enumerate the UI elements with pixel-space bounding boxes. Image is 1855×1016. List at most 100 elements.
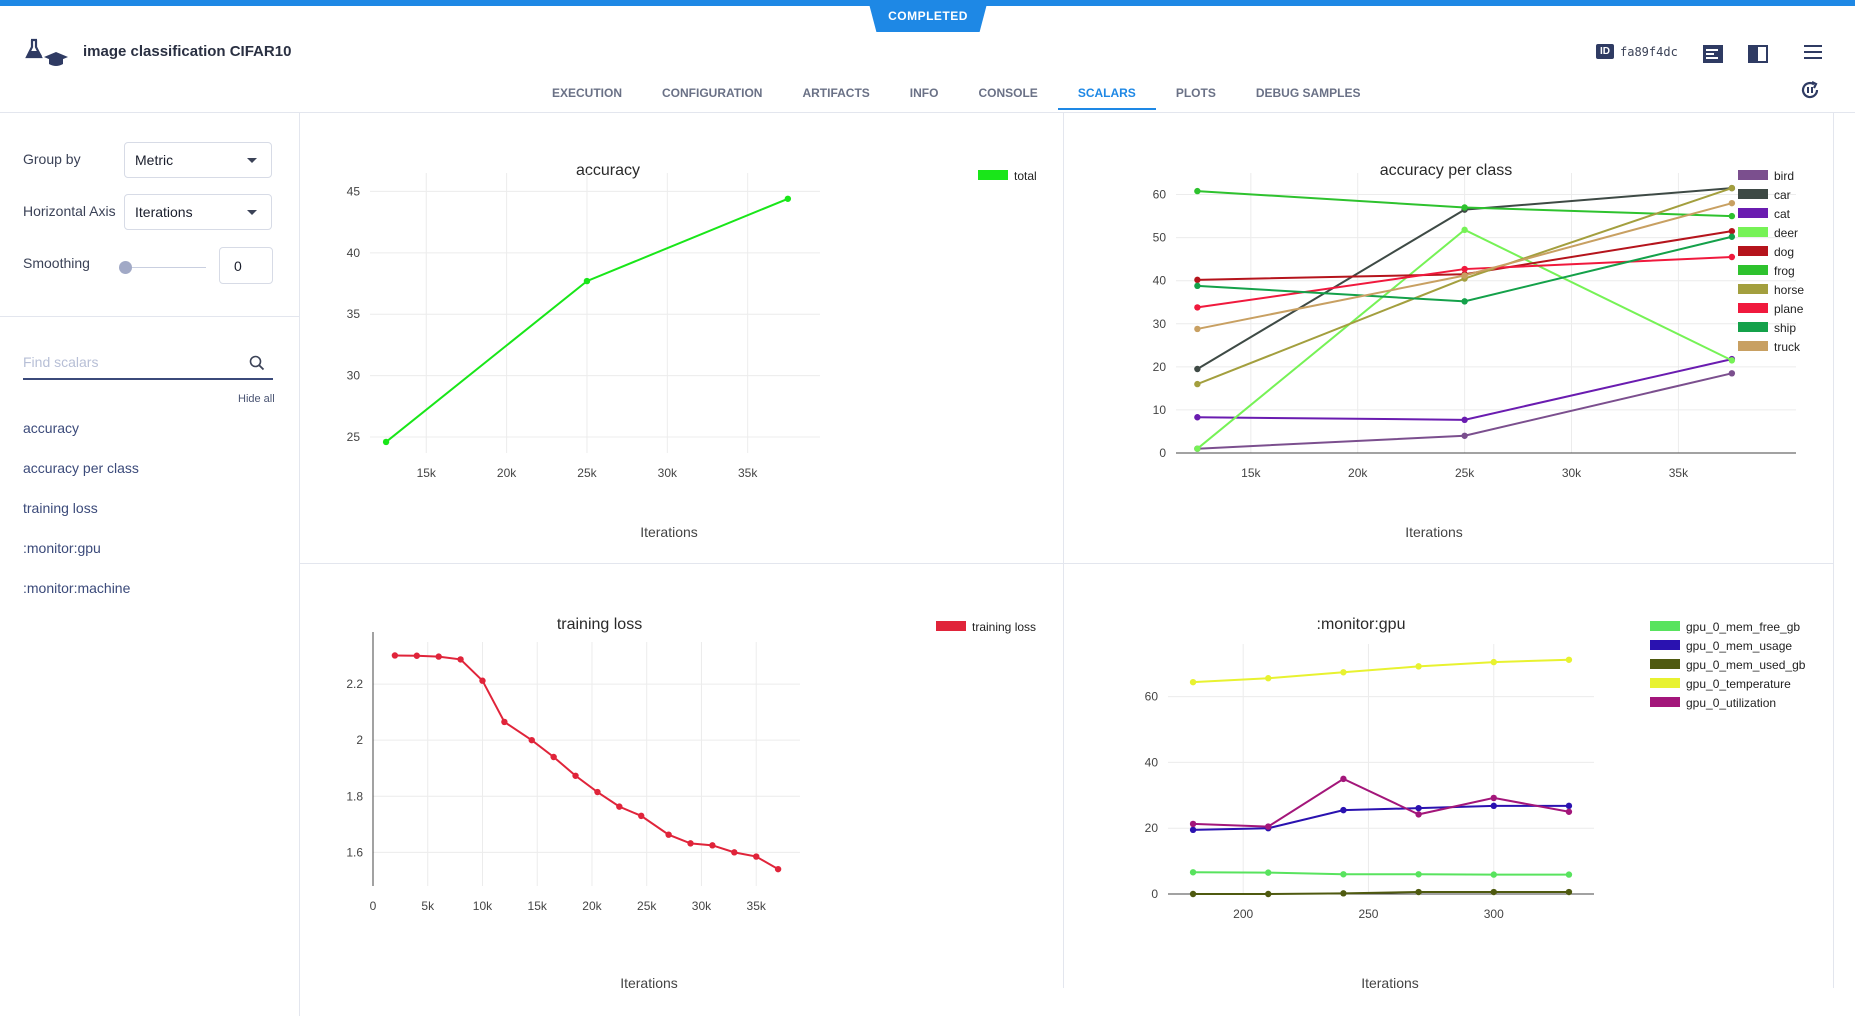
data-point <box>1728 253 1736 261</box>
data-point <box>1728 233 1736 240</box>
tab-debug-samples[interactable]: DEBUG SAMPLES <box>1255 86 1361 100</box>
legend-swatch <box>1738 227 1768 237</box>
scalar-item-monitor-machine[interactable]: :monitor:machine <box>23 580 131 596</box>
scalar-item-monitor-gpu[interactable]: :monitor:gpu <box>23 540 101 556</box>
x-axis-label: Iterations <box>620 975 678 988</box>
y-tick-label: 40 <box>347 246 361 260</box>
data-point <box>1461 204 1468 211</box>
tab-bar: EXECUTION CONFIGURATION ARTIFACTS INFO C… <box>532 72 1381 112</box>
y-tick-label: 0 <box>1159 446 1166 460</box>
horizontal-axis-label: Horizontal Axis <box>23 203 116 219</box>
layout-toggle-icon[interactable] <box>1746 42 1770 66</box>
series-line <box>1193 891 1569 895</box>
legend-swatch <box>1650 659 1680 669</box>
legend-swatch <box>936 621 966 631</box>
tab-configuration[interactable]: CONFIGURATION <box>662 86 763 100</box>
panel-divider-horizontal <box>300 563 1834 564</box>
tab-plots[interactable]: PLOTS <box>1175 86 1216 100</box>
x-axis-label: Iterations <box>1361 975 1419 988</box>
legend-swatch <box>1738 284 1768 294</box>
x-tick-label: 20k <box>497 466 517 480</box>
y-tick-label: 10 <box>1153 403 1167 417</box>
id-label: ID <box>1596 44 1614 59</box>
data-point <box>1194 325 1201 333</box>
legend-label: total <box>1014 169 1037 183</box>
accuracy-per-class-chart[interactable]: accuracy per class 15k 20k 25k 30k 35k 0 10 20 30… <box>1064 113 1833 563</box>
details-panel-icon[interactable] <box>1701 42 1725 66</box>
tab-info[interactable]: INFO <box>909 86 939 100</box>
data-point <box>1461 416 1468 424</box>
data-point <box>774 865 782 873</box>
x-tick-label: 15k <box>528 899 548 913</box>
scalar-item-accuracy[interactable]: accuracy <box>23 420 80 436</box>
y-tick-label: 60 <box>1145 690 1159 704</box>
smoothing-input[interactable]: 0 <box>219 247 273 284</box>
smoothing-slider-thumb[interactable] <box>119 261 132 274</box>
group-by-label: Group by <box>23 151 81 167</box>
scalar-item-training-loss[interactable]: training loss <box>23 500 98 516</box>
data-point <box>1728 227 1736 235</box>
data-point <box>1265 823 1272 830</box>
tab-execution[interactable]: EXECUTION <box>552 86 623 100</box>
series-line <box>1193 804 1569 831</box>
legend-swatch <box>1650 697 1680 707</box>
chart-title: :monitor:gpu <box>1317 616 1406 633</box>
horizontal-axis-value: Iterations <box>135 204 193 220</box>
scalar-search-input[interactable]: Find scalars <box>23 350 273 380</box>
legend-label: horse <box>1774 283 1804 297</box>
menu-icon[interactable] <box>1801 40 1825 64</box>
y-tick-label: 20 <box>1153 360 1167 374</box>
x-tick-label: 30k <box>1562 466 1582 480</box>
tab-artifacts[interactable]: ARTIFACTS <box>802 86 870 100</box>
data-point <box>731 849 738 856</box>
smoothing-slider-track[interactable] <box>124 267 206 268</box>
experiment-type-icon <box>25 38 68 66</box>
accuracy-chart[interactable]: accuracy 15k 20k 25k 30k 35k 25 30 35 40 45 Iterati… <box>300 113 1063 563</box>
x-tick-label: 250 <box>1358 907 1378 921</box>
auto-refresh-icon[interactable] <box>1799 79 1821 101</box>
data-point <box>1728 370 1736 377</box>
data-point <box>665 831 672 838</box>
legend-swatch <box>1738 341 1768 351</box>
tab-scalars[interactable]: SCALARS <box>1057 72 1156 110</box>
legend-swatch <box>1650 640 1680 650</box>
chart-title: accuracy <box>576 162 640 179</box>
training-loss-chart[interactable]: training loss 0 5k 10k 15k 20k 25k 30k 35k 1.6 1.8… <box>300 564 1063 988</box>
data-point <box>1461 226 1468 234</box>
data-point <box>1490 658 1497 666</box>
y-tick-label: 2.2 <box>346 677 363 691</box>
hide-all-link[interactable]: Hide all <box>238 393 275 405</box>
legend-swatch <box>1650 678 1680 688</box>
scalar-item-accuracy-per-class[interactable]: accuracy per class <box>23 460 139 476</box>
data-point <box>1194 414 1201 421</box>
data-point <box>1565 888 1573 896</box>
data-point <box>594 788 601 796</box>
y-tick-label: 0 <box>1151 887 1158 901</box>
chevron-down-icon <box>247 210 257 215</box>
tab-console[interactable]: CONSOLE <box>978 86 1038 100</box>
legend-label: truck <box>1774 340 1801 354</box>
panel-divider-right <box>1833 113 1834 988</box>
group-by-select[interactable]: Metric <box>124 142 272 178</box>
data-point <box>413 652 420 659</box>
y-tick-label: 45 <box>347 184 361 198</box>
y-tick-label: 25 <box>347 430 361 444</box>
header-divider <box>0 112 1855 113</box>
monitor-gpu-chart[interactable]: :monitor:gpu 200 250 300 0 20 40 60 Iterations gp… <box>1064 564 1833 988</box>
legend-swatch <box>1738 265 1768 275</box>
horizontal-axis-select[interactable]: Iterations <box>124 194 272 230</box>
x-tick-label: 15k <box>1241 466 1261 480</box>
data-point <box>1490 794 1497 802</box>
x-axis-label: Iterations <box>640 524 698 540</box>
data-point <box>1340 806 1347 814</box>
legend-label: training loss <box>972 620 1036 634</box>
data-point <box>1461 298 1468 305</box>
search-icon[interactable] <box>249 355 265 371</box>
group-by-value: Metric <box>135 152 174 168</box>
experiment-id[interactable]: ID fa89f4dc <box>1596 44 1678 59</box>
series-line <box>1193 658 1569 684</box>
data-point <box>1265 869 1272 876</box>
x-axis-label: Iterations <box>1405 524 1463 540</box>
data-point <box>1340 871 1347 878</box>
data-point <box>687 840 694 847</box>
